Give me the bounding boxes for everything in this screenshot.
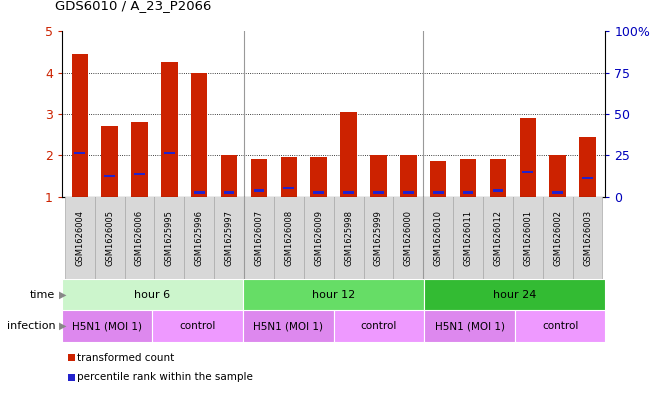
- Bar: [65, 196, 94, 279]
- Text: GDS6010 / A_23_P2066: GDS6010 / A_23_P2066: [55, 0, 212, 12]
- Bar: [493, 189, 503, 191]
- Bar: [152, 310, 243, 342]
- Bar: [224, 191, 234, 194]
- Bar: [164, 152, 174, 154]
- Bar: [283, 187, 294, 189]
- Bar: [340, 112, 357, 196]
- Text: GSM1626009: GSM1626009: [314, 210, 323, 266]
- Text: control: control: [180, 321, 216, 331]
- Bar: [251, 160, 267, 196]
- Bar: [370, 155, 387, 196]
- Text: GSM1625995: GSM1625995: [165, 210, 174, 266]
- Text: transformed count: transformed count: [77, 353, 174, 363]
- Bar: [343, 191, 354, 194]
- Bar: [523, 171, 533, 173]
- Bar: [424, 279, 605, 310]
- Text: hour 6: hour 6: [134, 290, 171, 300]
- Bar: [154, 196, 184, 279]
- Bar: [194, 191, 204, 194]
- Bar: [72, 54, 88, 196]
- Text: GSM1625996: GSM1625996: [195, 210, 204, 266]
- Text: GSM1626003: GSM1626003: [583, 210, 592, 266]
- Bar: [274, 196, 304, 279]
- Bar: [132, 122, 148, 196]
- Bar: [62, 310, 152, 342]
- Bar: [94, 196, 124, 279]
- Bar: [582, 177, 593, 179]
- Bar: [483, 196, 513, 279]
- Bar: [460, 160, 477, 196]
- Text: GSM1626012: GSM1626012: [493, 210, 503, 266]
- Bar: [573, 196, 602, 279]
- Bar: [214, 196, 244, 279]
- Bar: [313, 191, 324, 194]
- Text: GSM1626004: GSM1626004: [76, 210, 84, 266]
- Text: ▶: ▶: [59, 290, 66, 300]
- Text: time: time: [30, 290, 55, 300]
- Bar: [552, 191, 563, 194]
- Bar: [104, 174, 115, 177]
- Bar: [243, 310, 333, 342]
- Bar: [433, 191, 443, 194]
- Bar: [549, 155, 566, 196]
- Text: hour 12: hour 12: [312, 290, 355, 300]
- Bar: [221, 155, 238, 196]
- Text: GSM1626006: GSM1626006: [135, 210, 144, 266]
- Text: control: control: [542, 321, 578, 331]
- Bar: [184, 196, 214, 279]
- Text: GSM1625998: GSM1625998: [344, 210, 353, 266]
- Bar: [333, 196, 363, 279]
- Bar: [515, 310, 605, 342]
- Text: GSM1626008: GSM1626008: [284, 210, 294, 266]
- Text: GSM1626000: GSM1626000: [404, 210, 413, 266]
- Bar: [519, 118, 536, 196]
- Text: GSM1626005: GSM1626005: [105, 210, 114, 266]
- Text: H5N1 (MOI 1): H5N1 (MOI 1): [72, 321, 142, 331]
- Bar: [463, 191, 473, 194]
- Bar: [424, 310, 515, 342]
- Bar: [244, 196, 274, 279]
- Bar: [102, 127, 118, 196]
- Bar: [334, 310, 424, 342]
- Text: percentile rank within the sample: percentile rank within the sample: [77, 372, 253, 382]
- Bar: [490, 160, 506, 196]
- Text: GSM1626001: GSM1626001: [523, 210, 533, 266]
- Text: H5N1 (MOI 1): H5N1 (MOI 1): [253, 321, 324, 331]
- Bar: [74, 152, 85, 154]
- Bar: [393, 196, 423, 279]
- Text: GSM1625997: GSM1625997: [225, 210, 234, 266]
- Text: control: control: [361, 321, 397, 331]
- Text: ▶: ▶: [59, 321, 66, 331]
- Bar: [513, 196, 543, 279]
- Bar: [254, 189, 264, 191]
- Text: GSM1626007: GSM1626007: [255, 210, 264, 266]
- Text: GSM1625999: GSM1625999: [374, 210, 383, 266]
- Bar: [423, 196, 453, 279]
- Bar: [281, 157, 297, 196]
- Bar: [403, 191, 413, 194]
- Bar: [161, 62, 178, 196]
- Bar: [134, 173, 145, 175]
- Bar: [311, 157, 327, 196]
- Bar: [363, 196, 393, 279]
- Bar: [191, 73, 208, 196]
- Text: GSM1626011: GSM1626011: [464, 210, 473, 266]
- Text: H5N1 (MOI 1): H5N1 (MOI 1): [434, 321, 505, 331]
- Text: GSM1626002: GSM1626002: [553, 210, 562, 266]
- Bar: [62, 279, 243, 310]
- Bar: [430, 162, 447, 196]
- Bar: [304, 196, 333, 279]
- Bar: [124, 196, 154, 279]
- Bar: [453, 196, 483, 279]
- Bar: [579, 137, 596, 196]
- Bar: [373, 191, 384, 194]
- Text: infection: infection: [7, 321, 55, 331]
- Bar: [243, 279, 424, 310]
- Text: hour 24: hour 24: [493, 290, 536, 300]
- Bar: [543, 196, 573, 279]
- Bar: [400, 155, 417, 196]
- Text: GSM1626010: GSM1626010: [434, 210, 443, 266]
